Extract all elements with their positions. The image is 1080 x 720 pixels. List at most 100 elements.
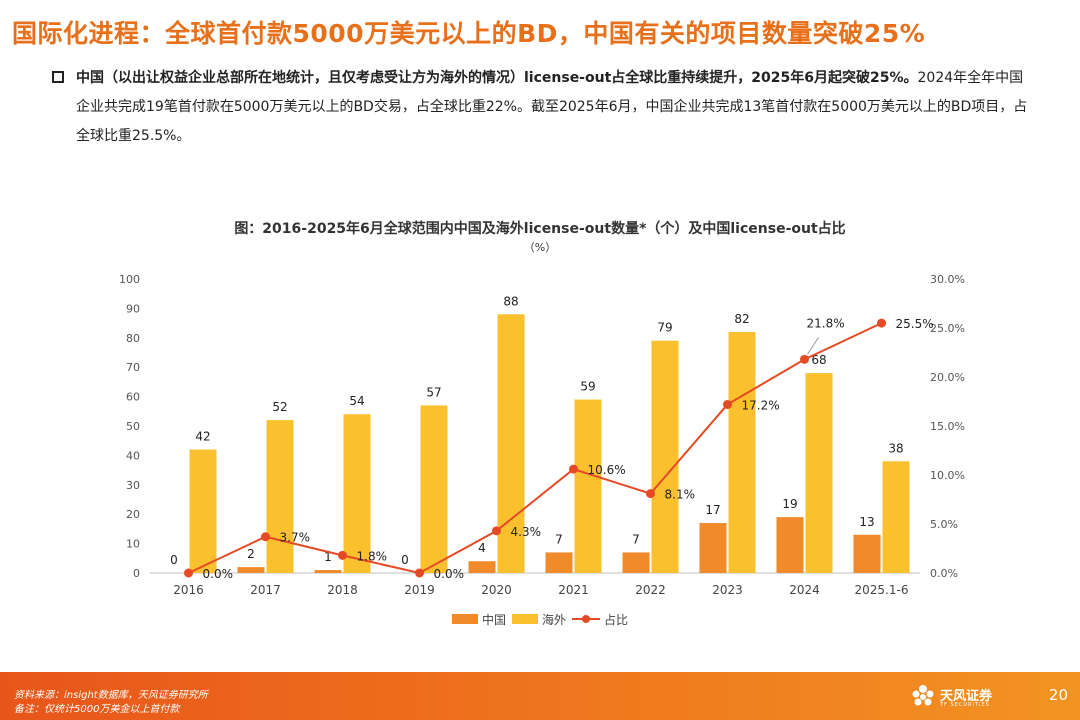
bar-overseas: [420, 405, 448, 573]
share-label: 0.0%: [203, 567, 234, 581]
bar-china: [468, 561, 496, 573]
bar-overseas-label: 88: [503, 294, 518, 308]
y2-tick-label: 5.0%: [930, 518, 958, 531]
bar-china-label: 17: [705, 503, 720, 517]
legend-label-overseas: 海外: [542, 612, 566, 627]
y-tick-label: 90: [126, 302, 140, 315]
y-tick-label: 10: [126, 538, 140, 551]
bar-china-label: 19: [782, 497, 797, 511]
share-label: 0.0%: [434, 567, 465, 581]
x-tick-label: 2021: [558, 583, 589, 597]
share-point: [723, 399, 732, 409]
bar-overseas-label: 52: [272, 400, 287, 414]
share-label: 21.8%: [807, 316, 845, 330]
bar-china: [699, 523, 727, 573]
bar-overseas-label: 59: [580, 380, 595, 394]
page-title: 国际化进程：全球首付款5000万美元以上的BD，中国有关的项目数量突破25%: [12, 19, 926, 48]
legend-swatch-china: [452, 614, 478, 624]
x-tick-label: 2020: [481, 583, 512, 597]
y2-tick-label: 20.0%: [930, 371, 965, 384]
share-label: 4.3%: [511, 525, 542, 539]
company-logo: 天风证券 TF SECURITIES: [908, 682, 1028, 714]
bar-china-label: 7: [632, 532, 640, 546]
bar-china-label: 0: [401, 553, 409, 567]
share-label: 25.5%: [896, 317, 934, 331]
bar-overseas: [189, 449, 217, 573]
share-point: [800, 354, 809, 364]
y2-tick-label: 15.0%: [930, 420, 965, 433]
y-tick-label: 0: [133, 567, 140, 580]
share-label: 3.7%: [280, 531, 311, 545]
share-point: [184, 568, 193, 578]
bar-china: [545, 552, 573, 573]
logo-subtext: TF SECURITIES: [940, 702, 990, 708]
bar-china-label: 13: [859, 515, 874, 529]
bar-overseas-label: 79: [657, 321, 672, 335]
x-tick-label: 2024: [789, 583, 820, 597]
footer-bar: 资料来源：insight数据库，天风证券研究所 备注：仅统计5000万美金以上首…: [0, 672, 1080, 720]
share-point: [877, 318, 886, 328]
legend-label-china: 中国: [482, 612, 506, 627]
bar-overseas-label: 54: [349, 394, 364, 408]
remark-note: 备注：仅统计5000万美金以上首付款: [14, 704, 180, 715]
y-tick-label: 50: [126, 420, 140, 433]
bar-china-label: 1: [324, 550, 332, 564]
y-tick-label: 100: [119, 273, 140, 286]
legend-swatch-share-dot: [582, 615, 590, 623]
x-tick-label: 2017: [250, 583, 281, 597]
bar-china: [237, 567, 265, 573]
bar-overseas: [497, 314, 525, 573]
share-point: [492, 526, 501, 536]
y2-tick-label: 25.0%: [930, 322, 965, 335]
bar-overseas: [728, 331, 756, 573]
bar-overseas-label: 68: [811, 353, 826, 367]
license-out-chart: 图：2016-2025年6月全球范围内中国及海外license-out数量*（个…: [119, 220, 965, 627]
y-tick-label: 70: [126, 361, 140, 374]
bar-overseas-label: 38: [888, 441, 903, 455]
logo-text: 天风证券: [940, 689, 993, 704]
y2-tick-label: 0.0%: [930, 567, 958, 580]
bar-overseas: [574, 399, 602, 573]
x-tick-label: 2023: [712, 583, 743, 597]
summary-text: 2024年全年中国企业共完成19笔首付款在5000万美元以上的BD交易，占全球比…: [76, 70, 1028, 144]
bar-china: [853, 534, 881, 573]
share-point: [261, 532, 270, 542]
bar-overseas: [266, 420, 294, 573]
share-point: [569, 464, 578, 474]
x-tick-label: 2019: [404, 583, 435, 597]
bar-china-label: 0: [170, 553, 178, 567]
y-tick-label: 20: [126, 508, 140, 521]
x-tick-label: 2018: [327, 583, 358, 597]
y-tick-label: 30: [126, 479, 140, 492]
bar-overseas-label: 82: [734, 312, 749, 326]
share-line: [188, 322, 882, 575]
page-number-box: [1010, 672, 1080, 720]
bar-overseas-label: 42: [195, 430, 210, 444]
share-label: 1.8%: [357, 549, 388, 563]
summary-paragraph: 中国（以出让权益企业总部所在地统计，且仅考虑受让方为海外的情况）license-…: [76, 64, 1036, 151]
share-point: [338, 550, 347, 560]
bar-overseas: [651, 340, 679, 573]
share-label: 8.1%: [665, 488, 696, 502]
bar-china: [314, 570, 342, 573]
bar-overseas: [805, 373, 833, 573]
share-label-leader: [807, 337, 819, 355]
page-number: 20: [1048, 686, 1068, 704]
y-tick-label: 40: [126, 449, 140, 462]
bar-overseas-label: 57: [426, 385, 441, 399]
x-tick-label: 2025.1-6: [855, 583, 909, 597]
summary-bold: 中国（以出让权益企业总部所在地统计，且仅考虑受让方为海外的情况）license-…: [76, 70, 918, 86]
bar-china: [622, 552, 650, 573]
chart-title: 图：2016-2025年6月全球范围内中国及海外license-out数量*（个…: [234, 220, 845, 237]
source-note: 资料来源：insight数据库，天风证券研究所: [14, 690, 208, 701]
y-tick-label: 80: [126, 332, 140, 345]
legend-label-share: 占比: [604, 612, 628, 627]
share-label: 17.2%: [742, 398, 780, 412]
y-tick-label: 60: [126, 391, 140, 404]
bar-china: [776, 517, 804, 573]
share-point: [646, 489, 655, 499]
legend-swatch-overseas: [512, 614, 538, 624]
bar-china-label: 7: [555, 532, 563, 546]
bullet-icon: [52, 71, 64, 83]
share-point: [415, 568, 424, 578]
